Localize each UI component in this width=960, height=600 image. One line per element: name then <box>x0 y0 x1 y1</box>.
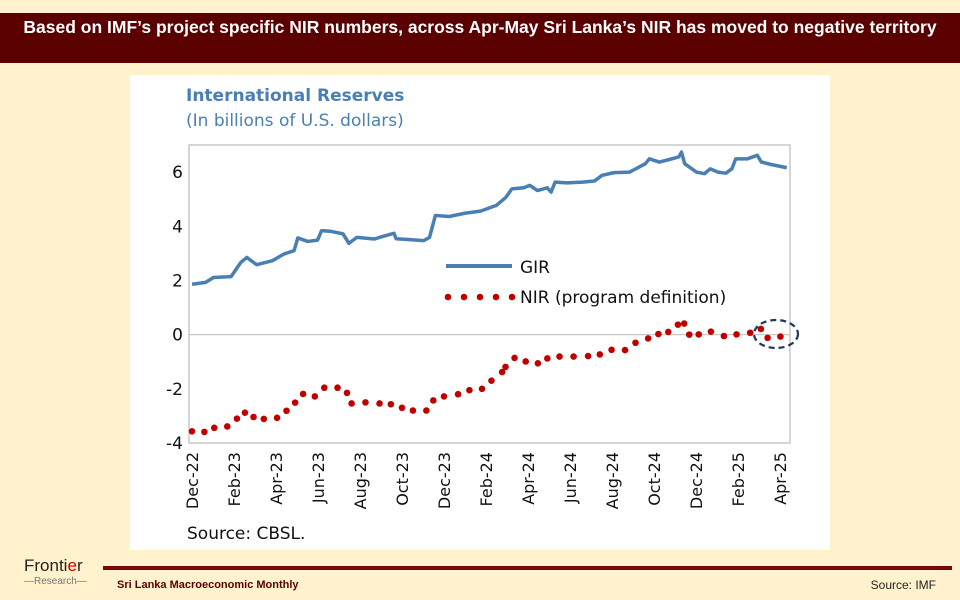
nir-point <box>440 393 448 400</box>
y-tick-label: 0 <box>172 326 183 346</box>
nir-point <box>544 355 551 362</box>
nir-point <box>398 404 406 412</box>
nir-point <box>466 386 473 394</box>
nir-point <box>680 320 688 327</box>
nir-point <box>348 400 355 407</box>
nir-point <box>664 328 672 336</box>
x-tick-label: Dec-23 <box>435 452 454 509</box>
x-tick-label: Jun-23 <box>309 452 328 504</box>
nir-point <box>299 390 307 398</box>
plot-area <box>188 144 791 444</box>
nir-point <box>746 329 754 337</box>
slide-title: Based on IMF’s project specific NIR numb… <box>0 13 960 63</box>
nir-point <box>409 407 417 414</box>
nir-point <box>522 358 529 365</box>
x-tick-label: Feb-24 <box>477 452 496 506</box>
nir-point <box>429 397 437 404</box>
nir-point <box>674 321 682 328</box>
footer-source: Source: IMF <box>870 578 936 592</box>
x-tick-label: Dec-22 <box>183 452 202 509</box>
x-tick-label: Oct-23 <box>393 452 412 506</box>
nir-point <box>534 360 542 367</box>
nir-point <box>188 428 196 435</box>
highlight-ellipse <box>752 318 800 350</box>
chart-title: International Reserves <box>186 86 405 106</box>
nir-point <box>707 328 715 335</box>
nir-point <box>250 413 257 421</box>
x-tick-label: Apr-25 <box>771 452 790 505</box>
nir-point <box>454 390 462 398</box>
nir-point <box>608 346 615 354</box>
nir-point <box>283 407 290 415</box>
nir-point <box>720 332 728 340</box>
y-tick-label: 4 <box>172 217 183 237</box>
nir-point <box>362 399 369 406</box>
x-tick-label: Jun-24 <box>561 452 580 504</box>
legend-gir-label: GIR <box>520 258 550 278</box>
legend-nir-swatch <box>508 293 516 301</box>
nir-point <box>685 331 693 338</box>
nir-point <box>777 333 784 340</box>
x-tick-label: Aug-23 <box>351 452 370 509</box>
y-tick-label: -4 <box>166 434 183 454</box>
nir-point <box>311 393 319 400</box>
publication-name: Sri Lanka Macroeconomic Monthly <box>117 579 299 591</box>
nir-point <box>488 377 495 384</box>
nir-point <box>570 353 577 360</box>
nir-point <box>334 384 341 392</box>
x-tick-label: Apr-23 <box>267 452 286 505</box>
nir-point <box>632 339 639 347</box>
x-tick-label: Aug-24 <box>603 452 622 509</box>
y-tick-label: 2 <box>172 271 183 291</box>
x-tick-label: Feb-25 <box>729 452 748 506</box>
legend-nir-swatch <box>460 293 468 301</box>
nir-point <box>210 424 218 432</box>
nir-point <box>596 351 604 358</box>
frontier-logo-sub: —Research— <box>24 576 87 587</box>
nir-point <box>757 325 765 333</box>
legend-nir-swatch <box>492 293 500 301</box>
nir-point <box>498 368 506 376</box>
nir-point <box>233 415 241 422</box>
nir-point <box>201 428 208 436</box>
nir-point <box>423 407 430 414</box>
x-tick-label: Dec-24 <box>687 452 706 509</box>
nir-point <box>241 409 249 416</box>
nir-point <box>655 330 662 338</box>
nir-point <box>644 335 652 342</box>
y-tick-label: -2 <box>166 380 183 400</box>
chart-subtitle: (In billions of U.S. dollars) <box>186 111 404 131</box>
nir-point <box>695 331 703 338</box>
x-tick-label: Oct-24 <box>645 452 664 506</box>
footer-divider <box>103 566 952 570</box>
nir-point <box>223 423 231 430</box>
x-tick-label: Feb-23 <box>225 452 244 506</box>
frontier-logo: Frontier <box>24 556 83 575</box>
chart-source: Source: CBSL. <box>187 524 306 544</box>
nir-point <box>343 389 351 397</box>
nir-point <box>621 346 629 354</box>
nir-point <box>733 331 740 338</box>
nir-point <box>584 352 592 360</box>
nir-point <box>764 334 771 342</box>
nir-point <box>260 415 268 423</box>
legend-nir-swatch <box>476 293 484 301</box>
nir-point <box>376 400 383 407</box>
nir-point <box>321 384 328 392</box>
legend-nir-swatch <box>444 293 452 301</box>
y-tick-label: 6 <box>172 163 183 183</box>
nir-point <box>502 363 509 371</box>
nir-point <box>478 385 486 393</box>
nir-point <box>387 400 395 408</box>
nir-point <box>511 354 518 362</box>
nir-point <box>291 399 299 406</box>
gir-line <box>191 150 788 286</box>
legend-nir-label: NIR (program definition) <box>520 288 726 308</box>
nir-point <box>273 414 281 422</box>
nir-point <box>556 353 563 360</box>
x-tick-label: Apr-24 <box>519 452 538 505</box>
